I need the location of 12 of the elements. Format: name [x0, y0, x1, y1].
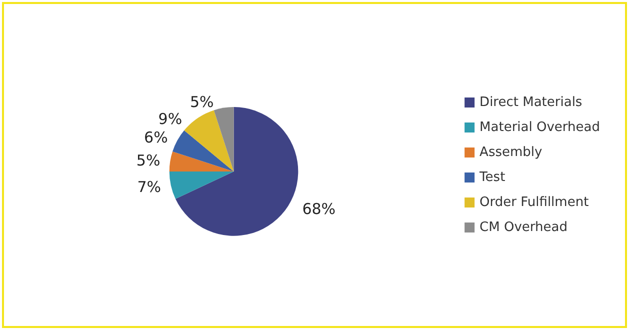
legend-label: CM Overhead — [480, 220, 568, 235]
data-label: 7% — [137, 178, 162, 196]
legend-label: Test — [478, 170, 506, 185]
legend-label: Material Overhead — [480, 120, 600, 135]
legend-label: Direct Materials — [480, 95, 582, 110]
data-label: 68% — [302, 200, 336, 218]
legend-label: Assembly — [480, 145, 543, 160]
legend-label: Order Fulfillment — [480, 195, 589, 210]
data-label: 6% — [144, 128, 168, 147]
data-label: 5% — [190, 92, 214, 111]
data-label: 5% — [136, 151, 160, 170]
data-label: 9% — [158, 110, 182, 128]
